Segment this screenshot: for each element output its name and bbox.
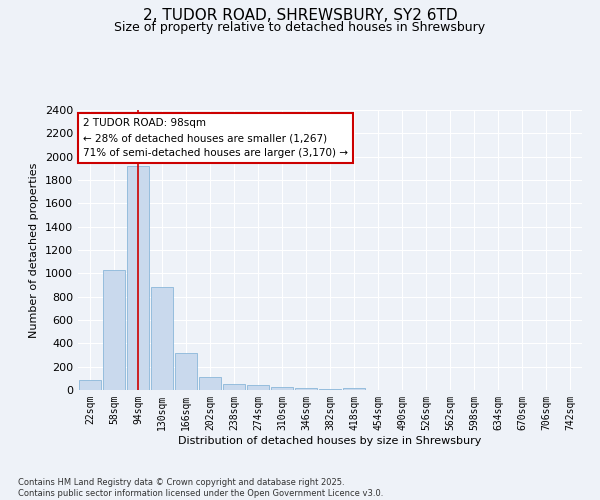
- Bar: [151, 288, 173, 390]
- Y-axis label: Number of detached properties: Number of detached properties: [29, 162, 40, 338]
- Text: Size of property relative to detached houses in Shrewsbury: Size of property relative to detached ho…: [115, 21, 485, 34]
- Bar: [223, 384, 245, 390]
- Bar: [343, 388, 365, 390]
- Bar: [271, 387, 293, 390]
- Text: 2 TUDOR ROAD: 98sqm
← 28% of detached houses are smaller (1,267)
71% of semi-det: 2 TUDOR ROAD: 98sqm ← 28% of detached ho…: [83, 118, 348, 158]
- Text: 2, TUDOR ROAD, SHREWSBURY, SY2 6TD: 2, TUDOR ROAD, SHREWSBURY, SY2 6TD: [143, 8, 457, 22]
- Text: Contains HM Land Registry data © Crown copyright and database right 2025.
Contai: Contains HM Land Registry data © Crown c…: [18, 478, 383, 498]
- Bar: [295, 388, 317, 390]
- Bar: [79, 380, 101, 390]
- X-axis label: Distribution of detached houses by size in Shrewsbury: Distribution of detached houses by size …: [178, 436, 482, 446]
- Bar: [199, 377, 221, 390]
- Bar: [127, 166, 149, 390]
- Bar: [103, 270, 125, 390]
- Bar: [247, 385, 269, 390]
- Bar: [175, 352, 197, 390]
